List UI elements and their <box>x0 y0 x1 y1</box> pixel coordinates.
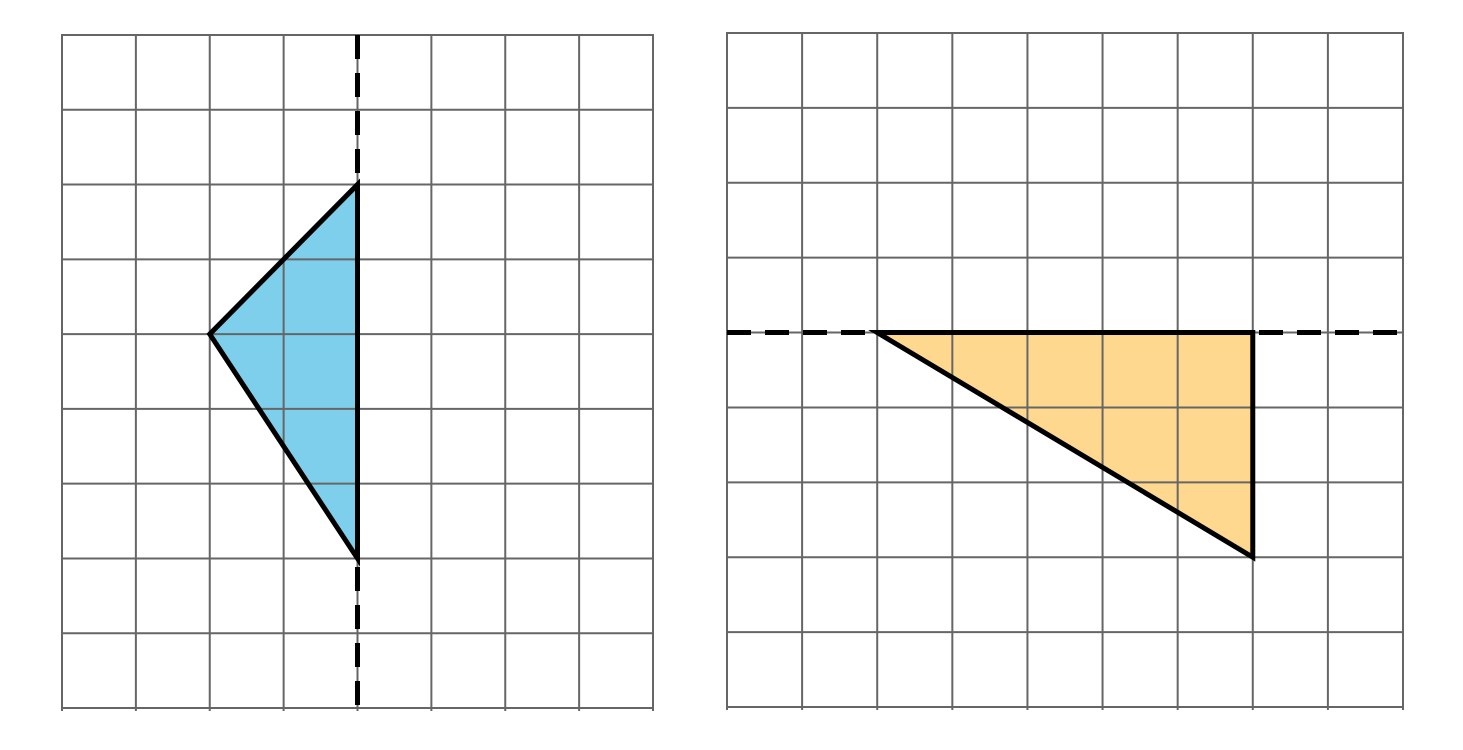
left-grid <box>61 34 654 711</box>
right-grid <box>726 32 1408 710</box>
triangle-outline <box>206 178 360 567</box>
triangle-outline <box>868 330 1256 562</box>
